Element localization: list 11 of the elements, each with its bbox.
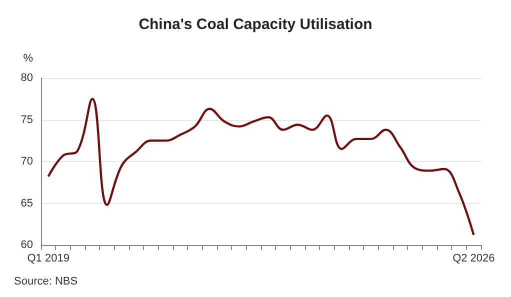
y-tick-label: 60 <box>20 239 33 251</box>
source-note: Source: NBS <box>14 276 78 288</box>
y-tick-label: 65 <box>20 197 33 210</box>
x-tick-label: Q2 2026 <box>452 252 495 264</box>
y-axis-title: % <box>23 52 34 64</box>
y-tick-label: 80 <box>20 72 33 84</box>
y-tick-label: 75 <box>20 114 33 126</box>
line-series <box>47 98 475 236</box>
y-tick-label: 70 <box>20 156 33 168</box>
x-tick-label: Q1 2019 <box>27 252 70 264</box>
chart-title: China's Coal Capacity Utilisation <box>138 16 372 33</box>
